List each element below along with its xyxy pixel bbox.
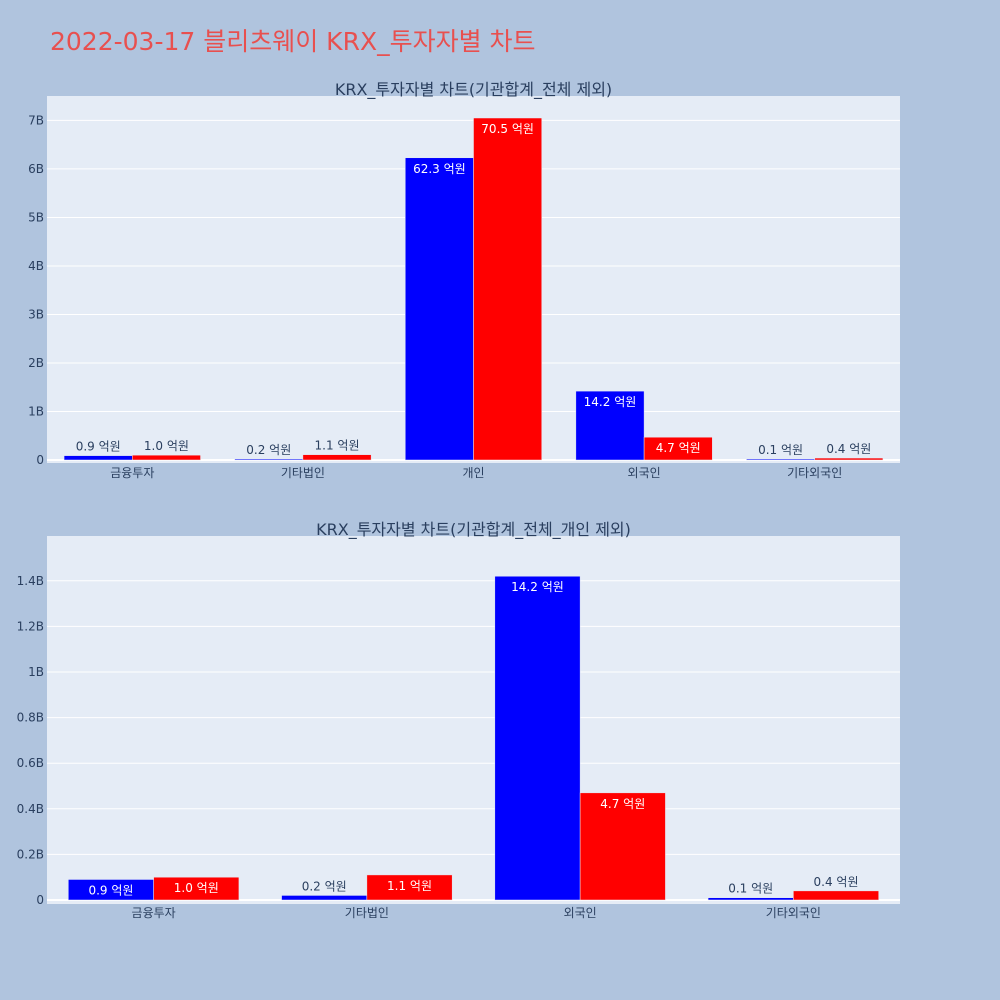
data-label: 0.1 억원 bbox=[758, 443, 803, 457]
y-tick-label: 5B bbox=[28, 210, 44, 224]
data-label: 4.7 억원 bbox=[656, 441, 701, 455]
x-tick-label: 기타법인 bbox=[281, 466, 325, 480]
x-tick-label: 금융투자 bbox=[132, 906, 176, 920]
x-tick-label: 기타외국인 bbox=[766, 906, 821, 920]
chart-title: KRX_투자자별 차트(기관합계_전체 제외) bbox=[335, 80, 612, 100]
x-tick-label: 기타법인 bbox=[345, 906, 389, 920]
data-label: 0.9 억원 bbox=[88, 883, 133, 897]
y-tick-label: 1B bbox=[28, 404, 44, 418]
bar bbox=[234, 458, 304, 461]
bar bbox=[793, 890, 879, 901]
data-label: 0.1 억원 bbox=[728, 882, 773, 896]
y-tick-label: 0.8B bbox=[17, 711, 44, 725]
y-tick-label: 1.2B bbox=[17, 619, 44, 633]
bar bbox=[643, 436, 713, 461]
data-label: 0.4 억원 bbox=[826, 442, 871, 456]
x-tick-label: 기타외국인 bbox=[787, 466, 842, 480]
page-title: 2022-03-17 블리츠웨이 KRX_투자자별 차트 bbox=[50, 27, 536, 56]
data-label: 0.9 억원 bbox=[76, 440, 121, 454]
x-tick-label: 외국인 bbox=[564, 906, 597, 920]
data-label: 1.1 억원 bbox=[315, 439, 360, 453]
x-tick-label: 개인 bbox=[462, 466, 484, 480]
data-label: 70.5 억원 bbox=[481, 122, 534, 136]
bar bbox=[579, 792, 666, 901]
y-tick-label: 0 bbox=[36, 893, 44, 907]
data-label: 1.1 억원 bbox=[387, 879, 432, 893]
bar bbox=[63, 455, 133, 461]
x-tick-label: 금융투자 bbox=[110, 466, 154, 480]
data-label: 62.3 억원 bbox=[413, 162, 466, 176]
data-label: 14.2 억원 bbox=[511, 580, 564, 594]
bar bbox=[746, 458, 815, 461]
y-tick-label: 3B bbox=[28, 307, 44, 321]
y-tick-label: 0.6B bbox=[17, 756, 44, 770]
bar bbox=[302, 454, 372, 461]
chart-excluding-individual: 0 0.2B 0.4B 0.6B 0.8B 1B 1.2B 1.4B KRX_투자자별 차트(기… bbox=[17, 520, 900, 920]
plot-area bbox=[47, 536, 900, 904]
y-tick-label: 6B bbox=[28, 162, 44, 176]
chart-title: KRX_투자자별 차트(기관합계_전체_개인 제외) bbox=[316, 520, 631, 540]
y-tick-label: 1B bbox=[28, 665, 44, 679]
data-label: 1.0 억원 bbox=[174, 881, 219, 895]
y-tick-label: 0 bbox=[36, 453, 44, 467]
data-label: 0.2 억원 bbox=[246, 443, 291, 457]
data-label: 0.4 억원 bbox=[814, 875, 859, 889]
y-tick-label: 2B bbox=[28, 356, 44, 370]
data-label: 14.2 억원 bbox=[584, 395, 637, 409]
data-label: 0.2 억원 bbox=[302, 879, 347, 893]
bar bbox=[707, 897, 794, 901]
bar bbox=[366, 874, 453, 901]
y-tick-label: 0.2B bbox=[17, 847, 44, 861]
y-tick-label: 1.4B bbox=[17, 574, 44, 588]
bar bbox=[405, 157, 474, 461]
x-tick-label: 외국인 bbox=[628, 466, 661, 480]
bar bbox=[473, 117, 542, 461]
bar bbox=[153, 876, 240, 901]
bar bbox=[132, 454, 201, 461]
bar bbox=[494, 575, 581, 901]
bar bbox=[281, 895, 368, 901]
y-tick-label: 0.4B bbox=[17, 802, 44, 816]
y-tick-label: 4B bbox=[28, 259, 44, 273]
chart-all-investors: 0 1B 2B 3B 4B 5B 6B 7B KRX_투자자별 차트(기관합계_전체 제외) 금융… bbox=[28, 80, 900, 480]
bar bbox=[814, 457, 884, 461]
data-label: 4.7 억원 bbox=[600, 797, 645, 811]
bar bbox=[575, 390, 645, 461]
data-label: 1.0 억원 bbox=[144, 439, 189, 453]
y-tick-label: 7B bbox=[28, 113, 44, 127]
